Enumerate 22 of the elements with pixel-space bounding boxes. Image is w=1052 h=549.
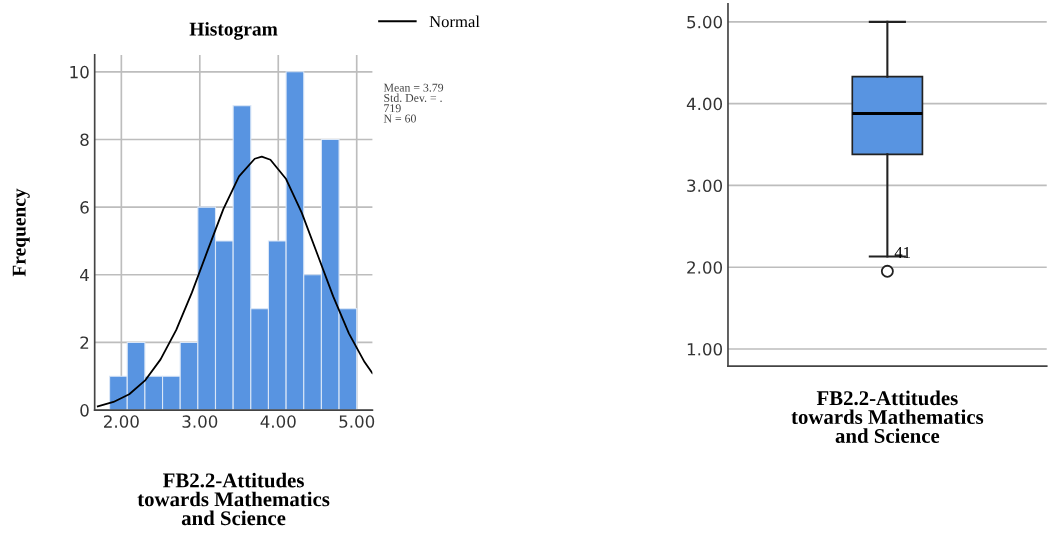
text: Mean = 3.79 Std. Dev. = . 719 N = 60: [383, 83, 444, 123]
x-tick-label: 2.00: [104, 415, 139, 428]
x-tick-label: 5.00: [339, 415, 375, 428]
y-tick-label: 1.00: [687, 342, 723, 356]
chart-title: Histogram: [189, 21, 278, 40]
y-tick-label: 2.00: [687, 261, 723, 274]
y-tick-label: 0: [80, 404, 89, 417]
y-tick-label: 8: [80, 133, 89, 147]
y-tick-label: 4: [80, 268, 89, 282]
y-tick-label: 5.00: [687, 15, 723, 29]
y-axis-title: Frequency: [12, 188, 30, 277]
y-tick-label: 10: [70, 65, 89, 79]
x-tick-label: 4.00: [260, 415, 296, 428]
x-axis-title: FB2.2-Attitudes towards Mathematics and Science: [791, 390, 984, 443]
y-tick-label: 2: [80, 336, 89, 349]
annotation: 41: [894, 247, 910, 259]
y-tick-label: 3.00: [687, 179, 723, 192]
legend-label: Normal: [429, 15, 480, 28]
x-tick-label: 3.00: [182, 415, 218, 428]
y-tick-label: 4.00: [686, 97, 723, 111]
y-tick-label: 6: [80, 201, 89, 214]
x-axis-title: FB2.2-Attitudes towards Mathematics and Science: [137, 472, 330, 526]
